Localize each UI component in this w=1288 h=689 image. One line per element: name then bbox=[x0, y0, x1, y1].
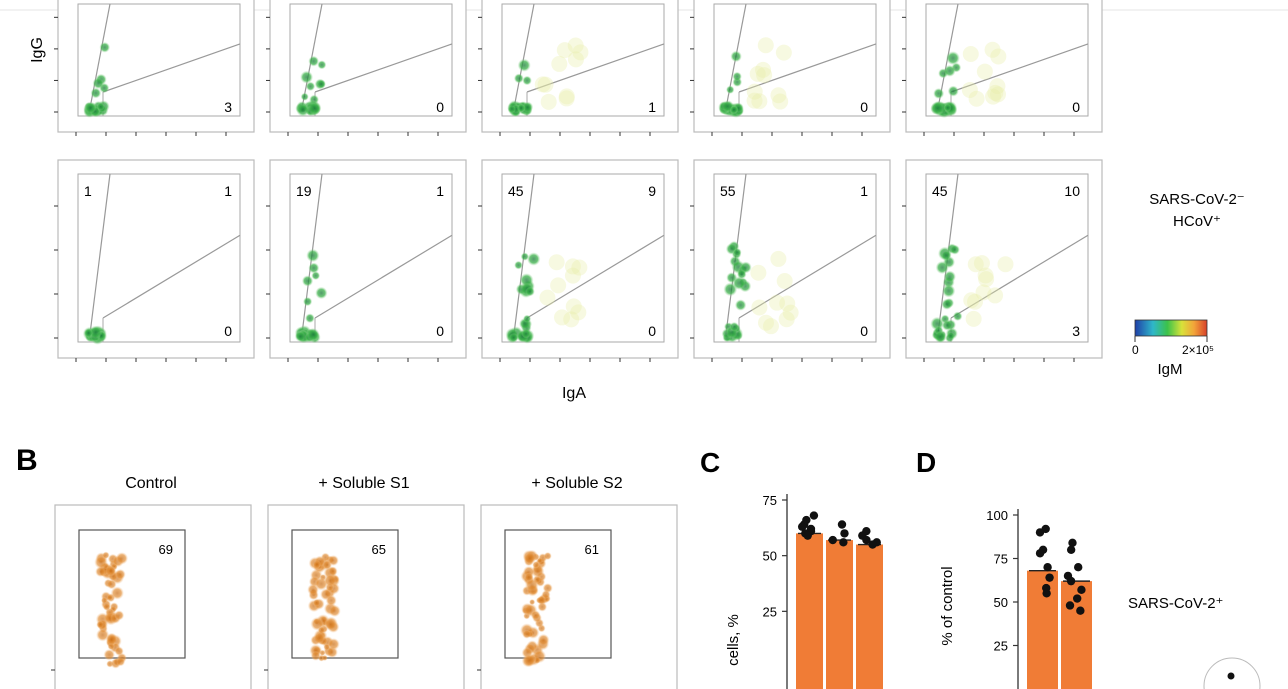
row-label-line1: SARS-CoV-2⁻ bbox=[1149, 191, 1244, 208]
colorbar-title: IgM bbox=[1157, 361, 1182, 378]
panel-d-ylabel: % of control bbox=[939, 566, 956, 645]
y-tick-label: 75 bbox=[994, 552, 1008, 567]
data-point bbox=[1035, 549, 1045, 558]
gate-value-br: 0 bbox=[648, 323, 656, 339]
panel-d-chart: 100 75 50 25 bbox=[986, 508, 1092, 689]
gate-value: 65 bbox=[372, 542, 386, 557]
gate-value-br: 0 bbox=[436, 323, 444, 339]
data-point bbox=[1035, 528, 1045, 537]
panel-a-xlabel: IgA bbox=[562, 385, 586, 402]
partial-circle-dot bbox=[1227, 672, 1235, 680]
flow-plot: 1 bbox=[478, 0, 679, 136]
data-point bbox=[1065, 601, 1075, 610]
flow-plot: 0 bbox=[266, 0, 467, 136]
gate-value-tr: 10 bbox=[1064, 183, 1080, 199]
gate-value-br: 0 bbox=[224, 323, 232, 339]
data-point bbox=[1066, 576, 1076, 586]
data-point bbox=[1042, 589, 1051, 598]
colorbar-min-label: 0 bbox=[1132, 343, 1139, 357]
bar bbox=[796, 533, 823, 689]
y-tick-label: 75 bbox=[763, 493, 777, 508]
flow-plot: 1 1 0 bbox=[54, 159, 255, 362]
flow-plot: 0 bbox=[902, 0, 1103, 136]
y-tick-label: 25 bbox=[994, 639, 1008, 654]
data-point bbox=[868, 540, 877, 549]
panel-b-plot: + Soluble S1 65 bbox=[264, 475, 465, 689]
gate-value: 69 bbox=[159, 542, 173, 557]
gate-value-br: 3 bbox=[1072, 323, 1080, 339]
panel-c-ylabel: cells, % bbox=[725, 614, 742, 666]
panel-c-letter: C bbox=[700, 447, 720, 478]
gate-value-tl: 45 bbox=[508, 183, 524, 199]
gate-value-br: 3 bbox=[224, 99, 232, 115]
data-point bbox=[1077, 585, 1086, 595]
panel-d-side-label: SARS-CoV-2⁺ bbox=[1128, 595, 1223, 612]
data-point bbox=[1043, 563, 1052, 572]
colorbar-max-label: 2×10⁵ bbox=[1182, 343, 1214, 357]
gate-value-tl: 55 bbox=[720, 183, 736, 199]
gate-value-tr: 9 bbox=[648, 183, 656, 199]
gate-value: 61 bbox=[585, 542, 599, 557]
flow-plot: 3 bbox=[54, 0, 255, 136]
condition-title: + Soluble S1 bbox=[318, 475, 409, 492]
data-point bbox=[839, 538, 848, 547]
condition-title: + Soluble S2 bbox=[531, 475, 622, 492]
data-point bbox=[862, 535, 871, 545]
gate-value-br: 0 bbox=[860, 323, 868, 339]
panel-b-plot: Control 69 bbox=[51, 475, 252, 689]
condition-title: Control bbox=[125, 475, 177, 492]
data-point bbox=[837, 520, 847, 529]
gate-value-br: 0 bbox=[1072, 99, 1080, 115]
gate-value-br: 0 bbox=[860, 99, 868, 115]
gate-value-br: 0 bbox=[436, 99, 444, 115]
panel-b-plot: + Soluble S2 61 bbox=[477, 475, 678, 689]
row-label-line2: HCoV⁺ bbox=[1173, 213, 1221, 230]
gate-value-tr: 1 bbox=[436, 183, 444, 199]
gate-value-tl: 45 bbox=[932, 183, 948, 199]
panel-d-letter: D bbox=[916, 447, 936, 478]
gate-value-tr: 1 bbox=[860, 183, 868, 199]
flow-plot: 19 10 bbox=[266, 159, 467, 362]
data-point bbox=[828, 535, 837, 545]
panel-c-chart: 75 50 25 bbox=[763, 493, 883, 689]
gate-value-br: 1 bbox=[648, 99, 656, 115]
panel-a-ylabel: IgG bbox=[29, 37, 46, 63]
data-point bbox=[797, 522, 807, 531]
data-point bbox=[840, 529, 849, 538]
bar bbox=[856, 544, 883, 689]
gate-value-tl: 1 bbox=[84, 183, 92, 199]
flow-plot: 45 9 0 bbox=[478, 159, 679, 362]
gate-value-tr: 1 bbox=[224, 183, 232, 199]
panel-b-plots: Control 69 + Soluble S1 65 + Soluble S2 61 bbox=[51, 475, 678, 689]
data-point bbox=[1074, 563, 1083, 572]
y-tick-label: 100 bbox=[986, 508, 1008, 523]
data-point bbox=[803, 531, 812, 540]
data-point bbox=[1066, 545, 1076, 554]
igm-colorbar bbox=[1134, 319, 1208, 337]
y-tick-label: 50 bbox=[994, 595, 1008, 610]
bar bbox=[826, 540, 853, 689]
y-tick-label: 25 bbox=[763, 604, 777, 619]
y-tick-label: 50 bbox=[763, 549, 777, 564]
data-point bbox=[1072, 594, 1082, 603]
flow-plot: 0 bbox=[690, 0, 891, 136]
data-point bbox=[1076, 606, 1085, 615]
bar bbox=[1027, 570, 1058, 689]
gate-value-tl: 19 bbox=[296, 183, 312, 199]
flow-plot: 45 10 3 bbox=[902, 159, 1103, 362]
data-point bbox=[809, 511, 819, 520]
data-point bbox=[1068, 538, 1077, 548]
data-point bbox=[1045, 573, 1054, 582]
partial-circle-marker bbox=[1203, 657, 1261, 689]
panel-b-letter: B bbox=[16, 444, 38, 477]
flow-plot: 55 1 0 bbox=[690, 159, 891, 362]
